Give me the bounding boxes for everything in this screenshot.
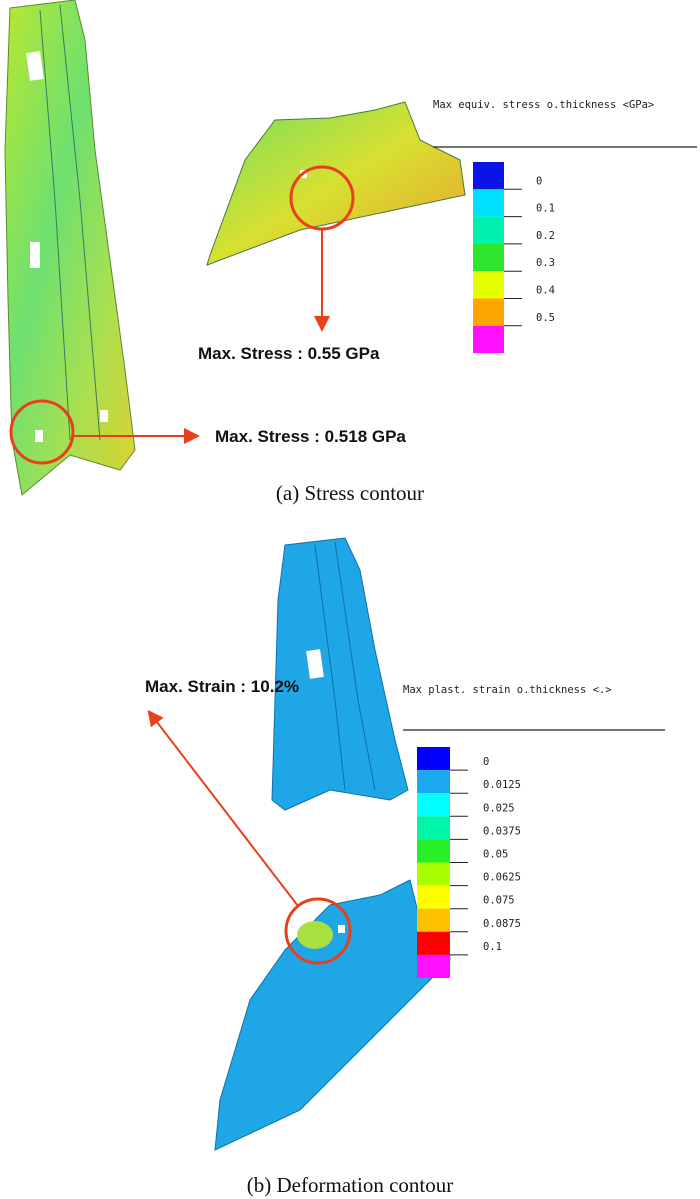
legend-label: 0.05 — [483, 849, 508, 861]
legend-swatch — [473, 271, 504, 299]
legend-label: 0.1 — [536, 203, 555, 215]
legend-label: 0.0375 — [483, 825, 521, 837]
legend-swatch — [417, 954, 450, 978]
legend-swatch — [417, 931, 450, 955]
legend-swatch — [473, 216, 504, 244]
legend-label: 0.4 — [536, 285, 555, 297]
legend-swatch — [417, 747, 450, 771]
legend-title: Max equiv. stress o.thickness <GPa> — [433, 99, 654, 111]
bracket-strain-model — [214, 879, 451, 1151]
legend-label: 0.5 — [536, 312, 555, 324]
annotation-max-stress-upper: Max. Stress : 0.55 GPa — [198, 344, 380, 363]
legend-swatch — [473, 325, 504, 354]
legend-strain: Max plast. strain o.thickness <.> 0 0.012… — [403, 684, 665, 978]
legend-swatch — [473, 298, 504, 326]
legend-stress: Max equiv. stress o.thickness <GPa> 0 0.1… — [433, 99, 697, 354]
callout-circle-lower — [9, 399, 75, 465]
pillar-strain-model — [271, 537, 409, 890]
legend-label: 0.1 — [483, 941, 502, 953]
legend-label: 0 — [536, 175, 542, 187]
pillar-stress-model — [4, 0, 136, 496]
caption-a: (a) Stress contour — [276, 481, 424, 505]
legend-label: 0 — [483, 756, 489, 768]
legend-label: 0.2 — [536, 230, 555, 242]
legend-label: 0.0875 — [483, 918, 521, 930]
legend-swatch — [473, 162, 504, 190]
legend-label: 0.025 — [483, 802, 515, 814]
legend-swatch — [417, 770, 450, 794]
legend-swatch — [417, 793, 450, 817]
callout-arrow-strain — [147, 709, 299, 907]
caption-b: (b) Deformation contour — [247, 1173, 453, 1197]
legend-swatch — [417, 816, 450, 840]
legend-label: 0.0625 — [483, 872, 521, 884]
legend-swatch — [417, 885, 450, 909]
legend-label: 0.3 — [536, 257, 555, 269]
legend-swatch — [417, 839, 450, 863]
annotation-max-stress-lower: Max. Stress : 0.518 GPa — [215, 427, 406, 446]
legend-swatch — [417, 862, 450, 886]
legend-label: 0.0125 — [483, 779, 521, 791]
legend-swatch — [417, 908, 450, 932]
callout-circle-strain — [284, 897, 352, 965]
legend-swatch — [473, 189, 504, 217]
annotation-max-strain: Max. Strain : 10.2% — [145, 677, 299, 696]
legend-swatch — [473, 243, 504, 272]
bracket-stress-model — [206, 101, 466, 266]
legend-label: 0.075 — [483, 895, 515, 907]
legend-title: Max plast. strain o.thickness <.> — [403, 684, 612, 696]
